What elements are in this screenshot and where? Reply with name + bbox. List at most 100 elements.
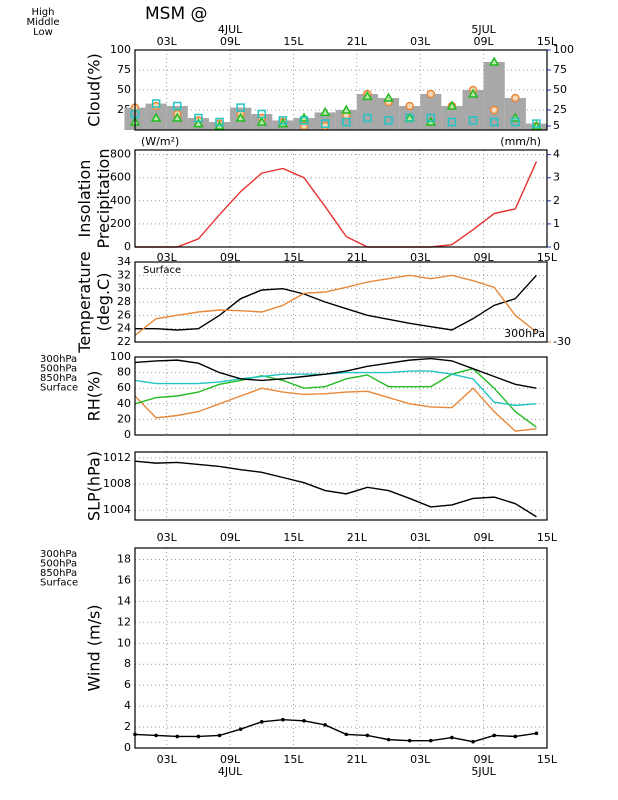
y-axis-label: (deg.C)	[94, 273, 113, 332]
y-tick-label: 14	[117, 594, 131, 607]
low-cloud-marker	[468, 116, 478, 125]
high-cloud-marker	[426, 89, 436, 99]
y-tick-label: 600	[110, 171, 131, 184]
y-unit: (W/m²)	[141, 135, 179, 148]
x-tick-label: 09L	[474, 251, 495, 264]
x-tick-label: 09L	[474, 35, 495, 48]
y-tick-label: 40	[117, 397, 131, 410]
date-label: 5JUL	[471, 23, 496, 36]
y-tick-label: 6	[124, 678, 131, 691]
y2-tick-label: 75	[553, 63, 567, 76]
data-dot	[492, 733, 496, 738]
data-line	[134, 367, 537, 428]
data-dot	[365, 733, 370, 738]
low-cloud-marker	[532, 119, 541, 128]
x-tick-label: 09L	[474, 753, 495, 766]
high-cloud-marker	[151, 101, 161, 111]
middle-cloud-marker	[446, 100, 458, 110]
x-tick-label: 09L	[220, 251, 241, 264]
data-dot	[513, 734, 518, 739]
x-tick-label: 03L	[410, 251, 431, 264]
data-line	[134, 387, 537, 432]
y2-tick-label: 100	[553, 43, 574, 56]
low-cloud-marker	[151, 99, 161, 108]
y-tick-label: 30	[117, 282, 131, 295]
data-dot	[154, 733, 158, 738]
x-tick-label: 21L	[347, 753, 368, 766]
data-dot	[471, 739, 475, 744]
y-axis-label: Cloud(%)	[85, 53, 104, 126]
y2-tick-label: 4	[553, 148, 560, 161]
x-tick-label: 03L	[157, 251, 178, 264]
y-tick-label: 80	[117, 366, 131, 379]
middle-cloud-marker	[235, 112, 246, 122]
y-tick-label: 60	[117, 381, 131, 394]
y-tick-label: 24	[117, 322, 131, 335]
middle-cloud-marker	[319, 106, 331, 117]
y-tick-label: 2	[124, 720, 131, 733]
low-cloud-marker	[426, 113, 436, 123]
middle-cloud-marker	[467, 88, 479, 98]
high-cloud-marker	[511, 93, 520, 103]
legend-label: 500hPa	[40, 364, 77, 375]
y-tick-label: 26	[117, 308, 131, 321]
y2-tick-label: 5	[553, 119, 560, 132]
x-tick-label: 15L	[283, 531, 304, 544]
x-tick-label: 15L	[537, 35, 558, 48]
date-label: 5JUL	[471, 765, 496, 778]
data-dot	[175, 734, 180, 739]
data-dot	[196, 734, 201, 739]
middle-cloud-marker	[362, 90, 373, 101]
y-tick-label: 800	[110, 148, 131, 161]
y2-tick-label: 25	[553, 103, 567, 116]
low-cloud-marker	[278, 116, 288, 125]
middle-cloud-marker	[256, 116, 268, 126]
low-cloud-marker	[194, 113, 203, 123]
data-dot	[344, 732, 349, 737]
data-line	[134, 719, 537, 743]
middle-cloud-marker	[150, 112, 162, 122]
legend-label: 500hPa	[40, 559, 77, 570]
x-tick-label: 15L	[283, 35, 304, 48]
y-tick-label: 0	[124, 240, 131, 253]
y2-tick-label: -30	[553, 335, 571, 348]
y-axis-label: Temperature	[75, 251, 94, 353]
y-tick-label: 200	[110, 217, 131, 230]
x-tick-label: 09L	[220, 753, 241, 766]
y-tick-label: 1012	[103, 451, 131, 464]
title: MSM @	[145, 4, 208, 24]
y2-tick-label: 0	[553, 240, 560, 253]
y-tick-label: 16	[117, 573, 131, 586]
legend-label: Surface	[40, 383, 78, 394]
x-tick-label: 21L	[347, 35, 368, 48]
y-tick-label: 20	[117, 412, 131, 425]
data-line	[134, 370, 537, 407]
middle-cloud-marker	[488, 56, 500, 66]
y-tick-label: 4	[124, 699, 131, 712]
x-tick-label: 09L	[220, 35, 241, 48]
cloud-bar	[377, 98, 400, 130]
data-dot	[534, 731, 539, 736]
middle-cloud-marker	[171, 112, 183, 122]
x-tick-label: 09L	[474, 531, 495, 544]
legend-label: Middle	[26, 17, 59, 28]
panel-frame	[134, 49, 548, 131]
date-label: 4JUL	[218, 23, 243, 36]
high-cloud-marker	[489, 105, 499, 115]
y-tick-label: 34	[117, 255, 131, 268]
y-tick-label: 12	[117, 615, 131, 628]
middle-cloud-marker	[383, 92, 394, 102]
low-cloud-marker	[236, 103, 245, 112]
cloud-bar	[356, 94, 378, 130]
low-cloud-marker	[173, 101, 182, 111]
y-axis-label: SLP(hPa)	[85, 451, 104, 521]
low-cloud-marker	[384, 116, 393, 125]
x-tick-label: 15L	[283, 251, 304, 264]
x-tick-label: 15L	[283, 753, 304, 766]
legend-label: 850hPa	[40, 373, 77, 384]
data-dot	[259, 720, 264, 724]
cloud-bar	[335, 110, 357, 130]
x-tick-label: 03L	[410, 531, 431, 544]
middle-cloud-marker	[340, 104, 352, 114]
data-dot	[281, 717, 285, 722]
